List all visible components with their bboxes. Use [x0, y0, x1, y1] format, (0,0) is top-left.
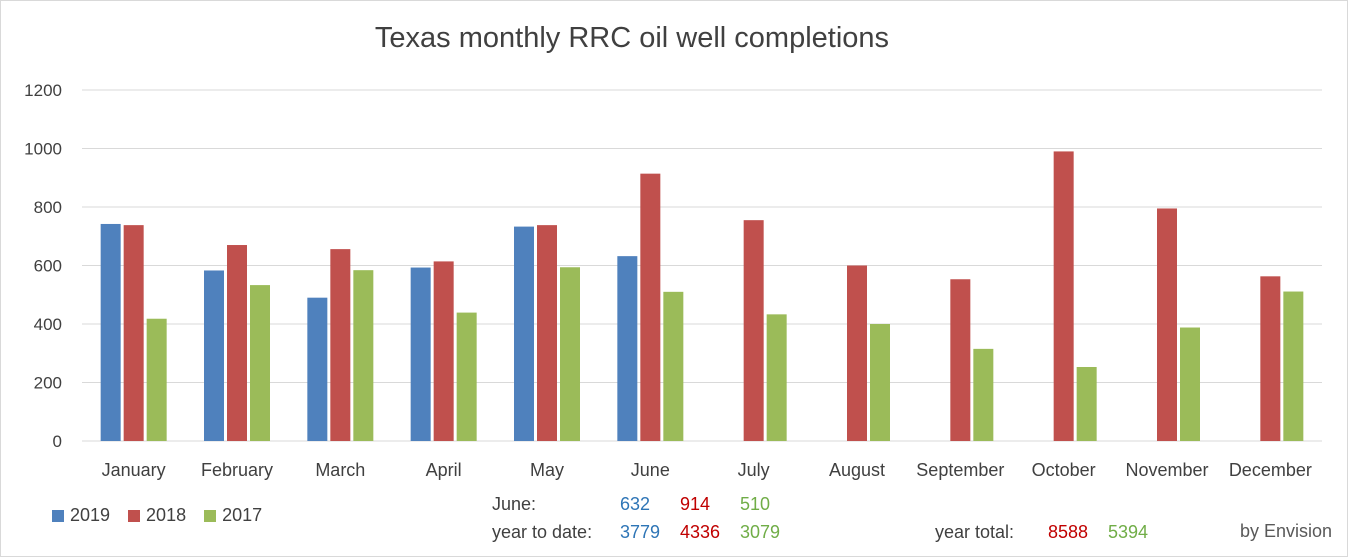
bar-2017-january [146, 318, 167, 441]
year-total-label: year total: [935, 522, 1015, 542]
ytd-2018-value: 4336 [680, 522, 721, 542]
x-category-label: August [829, 460, 885, 480]
bar-2018-may [537, 225, 557, 441]
bar-2017-december [1283, 291, 1304, 441]
bar-2018-january [123, 225, 144, 441]
june-2019-value: 632 [620, 494, 651, 514]
y-tick-label: 200 [34, 374, 62, 393]
bar-2017-may [560, 267, 580, 441]
x-category-label: September [916, 460, 1004, 480]
ytd-2019-value: 3779 [620, 522, 661, 542]
bar-2018-march [330, 249, 351, 441]
bar-2018-july [743, 220, 764, 441]
year-total-2017-value: 5394 [1108, 522, 1149, 542]
bar-2018-february [227, 245, 247, 441]
bar-2019-june [617, 256, 638, 441]
bar-2018-november [1157, 208, 1177, 441]
y-tick-label: 1000 [24, 140, 62, 159]
june-label: June: [492, 494, 537, 514]
y-tick-label: 1200 [24, 81, 62, 100]
legend-item-2019: 2019 [52, 505, 110, 526]
bar-2019-may [514, 226, 534, 441]
legend-label-2018: 2018 [146, 505, 187, 525]
grid-lines [82, 89, 1322, 442]
bar-2017-november [1180, 327, 1200, 441]
chart-title: Texas monthly RRC oil well completions [375, 22, 889, 54]
legend: 2019 2018 2017 [52, 505, 262, 526]
bar-2018-september [950, 279, 971, 441]
y-tick-label: 600 [34, 257, 62, 276]
credit-text: by Envision [1239, 521, 1332, 541]
bar-2019-february [204, 270, 224, 441]
bar-2017-july [766, 314, 787, 441]
x-category-label: February [201, 460, 273, 480]
legend-swatch-2018 [128, 509, 141, 522]
legend-swatch-2017 [204, 509, 217, 522]
bar-2017-september [973, 348, 994, 441]
june-2017-value: 510 [740, 494, 771, 514]
y-tick-label: 800 [34, 198, 62, 217]
year-total-2018-value: 8588 [1048, 522, 1089, 542]
x-category-label: November [1125, 460, 1208, 480]
bar-2018-april [433, 261, 454, 441]
bar-2018-august [847, 265, 867, 441]
bar-2019-january [100, 223, 121, 441]
x-category-label: May [530, 460, 564, 480]
bar-2019-march [307, 297, 328, 441]
x-axis-labels: January February March April May June July Augu… [102, 460, 1312, 480]
ytd-2017-value: 3079 [740, 522, 781, 542]
y-axis-ticks: 0 200 400 600 800 1000 1200 [24, 81, 62, 451]
bar-2017-february [250, 285, 270, 441]
x-category-label: March [315, 460, 365, 480]
legend-label-2017: 2017 [222, 505, 263, 525]
y-tick-label: 0 [53, 432, 62, 451]
x-category-label: June [631, 460, 670, 480]
bars [100, 151, 1304, 442]
bar-2018-june [640, 173, 661, 441]
x-category-label: December [1229, 460, 1312, 480]
legend-swatch-2019 [52, 509, 64, 522]
june-2018-value: 914 [680, 494, 711, 514]
bar-2017-april [456, 312, 477, 441]
bar-2018-october [1053, 151, 1074, 442]
ytd-label: year to date: [492, 522, 593, 542]
bar-2017-october [1076, 366, 1097, 441]
bar-2018-december [1260, 276, 1281, 441]
bar-2017-june [663, 291, 684, 441]
x-category-label: April [426, 460, 462, 480]
x-category-label: January [102, 460, 166, 480]
bar-2019-april [410, 267, 431, 441]
legend-label-2019: 2019 [70, 505, 111, 525]
y-tick-label: 400 [34, 315, 62, 334]
legend-item-2017: 2017 [204, 505, 262, 526]
x-category-label: July [738, 460, 770, 480]
bar-2017-march [353, 270, 374, 441]
legend-item-2018: 2018 [128, 505, 186, 526]
x-category-label: October [1032, 460, 1096, 480]
bar-2017-august [870, 324, 890, 441]
